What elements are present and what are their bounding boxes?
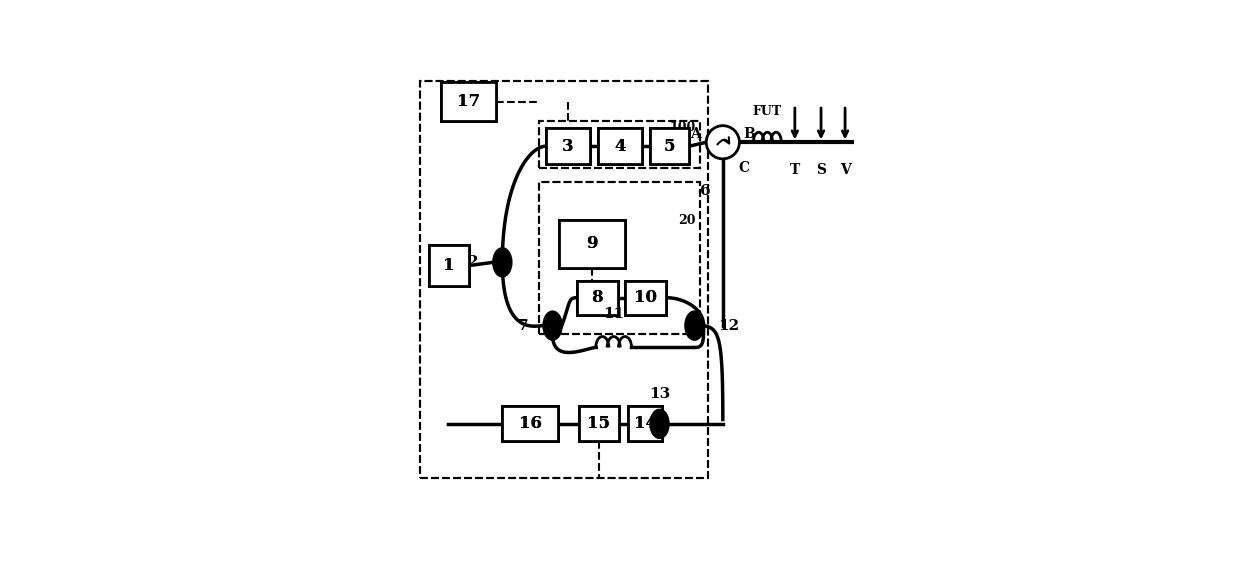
Text: 9: 9 bbox=[587, 235, 598, 252]
Bar bbox=[559, 220, 625, 268]
Bar bbox=[502, 407, 558, 441]
Bar bbox=[441, 82, 496, 121]
Bar bbox=[650, 128, 689, 164]
Bar bbox=[429, 245, 469, 286]
Text: 3: 3 bbox=[562, 138, 574, 155]
Text: A: A bbox=[691, 127, 701, 141]
Ellipse shape bbox=[650, 410, 668, 438]
Text: 5: 5 bbox=[663, 138, 676, 155]
Text: 12: 12 bbox=[718, 319, 739, 333]
Text: 8: 8 bbox=[591, 289, 603, 306]
Text: S: S bbox=[816, 163, 826, 177]
Text: 11: 11 bbox=[603, 307, 624, 321]
Text: 1: 1 bbox=[444, 257, 455, 274]
Bar bbox=[429, 245, 469, 286]
Text: 3: 3 bbox=[562, 138, 574, 155]
Bar bbox=[538, 183, 701, 335]
Bar bbox=[625, 281, 666, 315]
Bar bbox=[577, 281, 618, 315]
Text: 20: 20 bbox=[678, 214, 696, 227]
Text: 100: 100 bbox=[670, 121, 696, 134]
Text: 14: 14 bbox=[634, 416, 657, 433]
Bar bbox=[650, 128, 689, 164]
Text: 5: 5 bbox=[663, 138, 676, 155]
Text: 8: 8 bbox=[591, 289, 603, 306]
Bar bbox=[441, 82, 496, 121]
Bar bbox=[546, 128, 590, 164]
Text: 16: 16 bbox=[518, 416, 542, 433]
Text: 17: 17 bbox=[458, 93, 480, 110]
Bar bbox=[420, 81, 708, 479]
Bar bbox=[559, 220, 625, 268]
Bar bbox=[546, 128, 590, 164]
Text: C: C bbox=[739, 161, 750, 175]
Text: 10: 10 bbox=[634, 289, 657, 306]
Ellipse shape bbox=[686, 311, 703, 340]
Text: 1: 1 bbox=[444, 257, 455, 274]
Text: 15: 15 bbox=[588, 416, 610, 433]
Bar bbox=[579, 407, 619, 441]
Bar bbox=[538, 121, 701, 168]
Bar bbox=[502, 407, 558, 441]
Bar bbox=[420, 81, 708, 479]
Text: FUT: FUT bbox=[753, 105, 782, 118]
Text: 13: 13 bbox=[649, 387, 670, 401]
Text: 17: 17 bbox=[458, 93, 480, 110]
Text: 4: 4 bbox=[615, 138, 626, 155]
Bar bbox=[599, 128, 642, 164]
Bar bbox=[538, 121, 701, 168]
Bar bbox=[629, 407, 662, 441]
Bar bbox=[538, 183, 701, 335]
Text: 15: 15 bbox=[588, 416, 610, 433]
Bar bbox=[629, 407, 662, 441]
Text: 9: 9 bbox=[587, 235, 598, 252]
Ellipse shape bbox=[543, 311, 562, 340]
Text: 7: 7 bbox=[518, 319, 528, 333]
Text: 4: 4 bbox=[615, 138, 626, 155]
Bar bbox=[599, 128, 642, 164]
Text: 10: 10 bbox=[634, 289, 657, 306]
Ellipse shape bbox=[494, 248, 512, 277]
Text: T: T bbox=[790, 163, 800, 177]
Text: 16: 16 bbox=[518, 416, 542, 433]
Text: V: V bbox=[839, 163, 851, 177]
Bar bbox=[579, 407, 619, 441]
Text: B: B bbox=[743, 127, 755, 141]
Bar bbox=[625, 281, 666, 315]
Text: 14: 14 bbox=[634, 416, 657, 433]
Circle shape bbox=[707, 126, 739, 159]
Bar bbox=[577, 281, 618, 315]
Text: 2: 2 bbox=[467, 255, 479, 269]
Text: 6: 6 bbox=[701, 184, 711, 198]
